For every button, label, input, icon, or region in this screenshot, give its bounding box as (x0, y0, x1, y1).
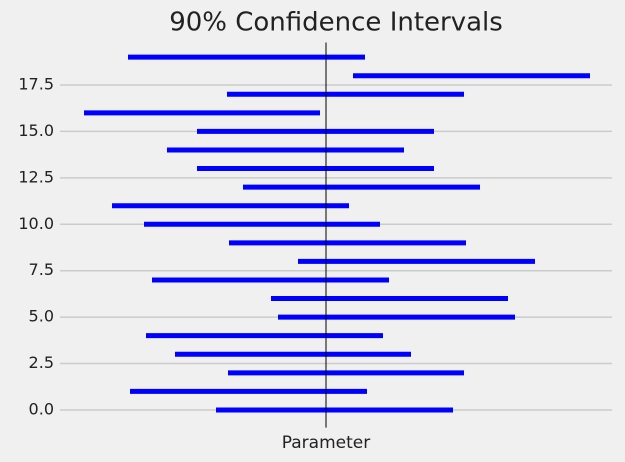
y-tick-label: 5.0 (29, 307, 54, 326)
chart-title: 90% Confidence Intervals (169, 8, 503, 38)
x-axis-label: Parameter (282, 433, 370, 453)
y-tick-label: 7.5 (29, 260, 54, 279)
y-tick-label: 17.5 (18, 74, 54, 93)
y-tick-label: 12.5 (18, 167, 54, 186)
y-tick-label: 15.0 (18, 121, 54, 140)
y-tick-label: 0.0 (29, 399, 54, 418)
y-tick-label: 2.5 (29, 353, 54, 372)
y-tick-label: 10.0 (18, 214, 54, 233)
